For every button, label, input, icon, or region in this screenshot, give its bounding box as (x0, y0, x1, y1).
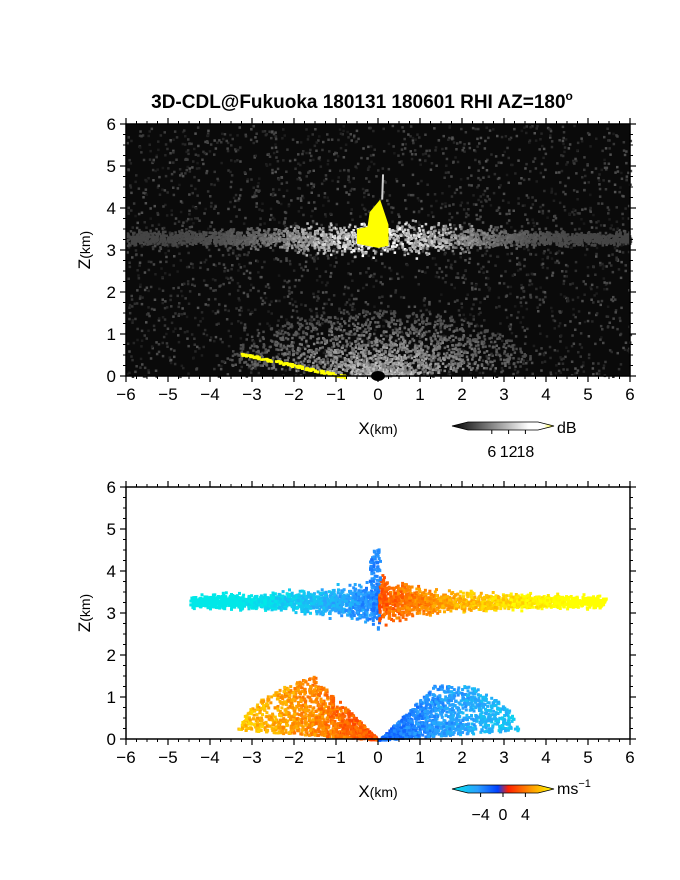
y-tick-label: 4 (107, 199, 116, 218)
y-tick-label: 4 (107, 562, 116, 581)
upper-layer-west-region (189, 579, 381, 631)
chart-title: 3D-CDL@Fukuoka 180131 180601 RHI AZ=180o (151, 89, 573, 113)
y-tick-label: 6 (107, 115, 116, 134)
y-tick-label: 2 (107, 283, 116, 302)
y-tick-label: 5 (107, 520, 116, 539)
y-tick-label: 2 (107, 646, 116, 665)
x-tick-label: 4 (541, 385, 550, 404)
x-tick-label: 6 (625, 385, 634, 404)
y-tick-label: 3 (107, 241, 116, 260)
x-tick-label: 1 (415, 385, 424, 404)
noise-speckle (126, 124, 633, 379)
x-tick-label: 2 (457, 385, 466, 404)
x-tick-label: 3 (499, 748, 508, 767)
db-colorbar: 6 12 18 dB (451, 420, 577, 461)
velocity-colorbar-bar (451, 784, 555, 794)
x-tick-label: 2 (457, 748, 466, 767)
bottom-panel: −6 −5 −4 −3 −2 −1 0 1 2 3 4 5 6 0 1 2 3 4 5 6 X(km) Z(km) −… (75, 478, 636, 824)
top-axes: −6 −5 −4 −3 −2 −1 0 1 2 3 4 5 6 0 1 2 3 4 5 6 (107, 115, 636, 404)
x-tick-label: 6 (625, 748, 634, 767)
top-y-axis-label: Z(km) (75, 231, 94, 269)
x-tick-label: 3 (499, 385, 508, 404)
x-tick-label: −4 (200, 748, 219, 767)
saturated-core-region (357, 174, 389, 248)
db-colorbar-bar (451, 421, 555, 431)
vertical-beam-echo (368, 548, 382, 590)
bottom-axes: −6 −5 −4 −3 −2 −1 0 1 2 3 4 5 6 0 1 2 3 4 5 6 (107, 478, 636, 767)
velocity-colorbar: −4 0 4 ms−1 (451, 778, 591, 824)
x-tick-label: 0 (373, 385, 382, 404)
x-tick-label: 5 (583, 748, 592, 767)
x-tick-label: −1 (326, 385, 345, 404)
x-tick-label: 0 (373, 748, 382, 767)
x-tick-label: −3 (242, 385, 261, 404)
y-tick-label: 1 (107, 688, 116, 707)
db-colorbar-unit: dB (557, 420, 577, 437)
bottom-x-axis-label: X(km) (358, 782, 397, 801)
colorbar-tick-label: 6 (487, 444, 496, 461)
y-tick-label: 3 (107, 604, 116, 623)
x-tick-label: −4 (200, 385, 219, 404)
velocity-colorbar-unit: ms−1 (557, 778, 591, 798)
x-tick-label: −1 (326, 748, 345, 767)
bottom-y-axis-label: Z(km) (75, 594, 94, 632)
x-tick-label: −5 (158, 385, 177, 404)
colorbar-tick-label: 18 (517, 444, 535, 461)
x-tick-label: −2 (284, 385, 303, 404)
top-x-axis-label: X(km) (358, 419, 397, 438)
x-tick-label: 5 (583, 385, 592, 404)
db-colorbar-ticks: 6 12 18 (487, 430, 534, 461)
x-tick-label: −3 (242, 748, 261, 767)
velocity-field (126, 487, 630, 742)
x-tick-label: −2 (284, 748, 303, 767)
near-surface-fan-region (226, 309, 532, 379)
colorbar-tick-label: −4 (471, 807, 489, 824)
velocity-colorbar-ticks: −4 0 4 (471, 793, 530, 824)
y-tick-label: 5 (107, 157, 116, 176)
colorbar-tick-label: 0 (499, 807, 508, 824)
x-tick-label: 4 (541, 748, 550, 767)
y-tick-label: 0 (107, 730, 116, 749)
colorbar-tick-label: 12 (500, 444, 518, 461)
upper-layer-east-region (378, 574, 608, 627)
y-tick-label: 0 (107, 367, 116, 386)
y-tick-label: 6 (107, 478, 116, 497)
y-tick-label: 1 (107, 325, 116, 344)
x-tick-label: 1 (415, 748, 424, 767)
lower-layer-east-region (378, 684, 521, 742)
x-tick-label: −5 (158, 748, 177, 767)
plot-background (126, 124, 630, 376)
backscatter-field (126, 124, 633, 381)
x-tick-label: −6 (116, 748, 135, 767)
colorbar-tick-label: 4 (521, 807, 530, 824)
x-tick-label: −6 (116, 385, 135, 404)
